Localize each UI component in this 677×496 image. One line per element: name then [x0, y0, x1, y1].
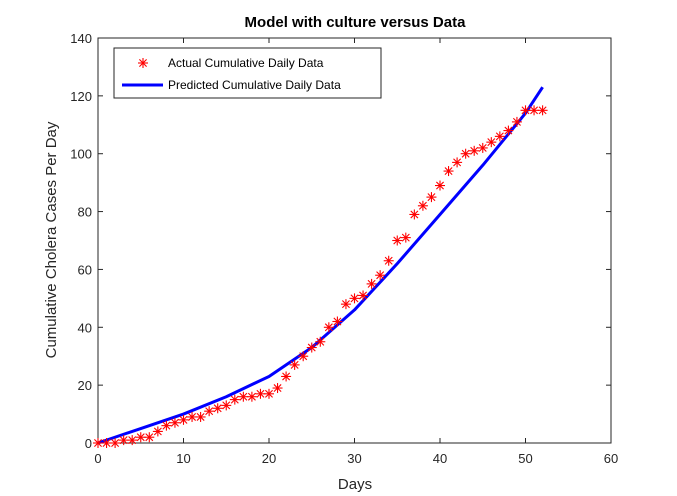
data-point [204, 406, 215, 417]
legend-label-actual: Actual Cumulative Daily Data [168, 56, 324, 70]
data-point [332, 316, 343, 327]
y-tick-label: 60 [78, 262, 92, 277]
legend-label-predicted: Predicted Cumulative Daily Data [168, 78, 341, 92]
data-point [529, 105, 540, 116]
y-tick-label: 120 [70, 89, 92, 104]
data-point [221, 400, 232, 411]
axis-ticks: 0 10 20 30 40 50 60 0 20 40 60 80 100 120 140 [70, 31, 618, 466]
data-point [195, 411, 206, 422]
data-point [229, 394, 240, 405]
data-point [443, 166, 454, 177]
predicted-line [97, 86, 544, 445]
data-point [93, 438, 103, 448]
actual-series [93, 105, 548, 448]
data-point [477, 142, 488, 153]
data-point [187, 411, 198, 422]
chart-title: Model with culture versus Data [245, 14, 467, 31]
data-point [135, 432, 146, 443]
data-point [281, 371, 292, 382]
x-tick-label: 20 [262, 451, 276, 466]
data-point [409, 209, 420, 220]
data-point [161, 420, 172, 431]
data-point [511, 116, 522, 127]
legend: Actual Cumulative Daily Data Predicted C… [113, 47, 382, 99]
data-point [169, 417, 180, 428]
y-tick-label: 0 [85, 436, 92, 451]
data-point [246, 391, 257, 402]
y-tick-label: 40 [78, 320, 92, 335]
data-point [238, 391, 249, 402]
data-point [537, 105, 548, 116]
data-point [323, 322, 334, 333]
data-point [375, 270, 386, 281]
data-point [486, 137, 497, 148]
data-point [178, 414, 189, 425]
data-point [118, 435, 129, 446]
x-tick-label: 50 [518, 451, 532, 466]
data-point [520, 105, 531, 116]
data-point [366, 278, 377, 289]
data-point [144, 432, 155, 443]
y-tick-label: 140 [70, 31, 92, 46]
data-point [435, 180, 445, 191]
legend-asterisk-marker [138, 58, 148, 68]
data-point [469, 145, 480, 156]
y-tick-label: 100 [70, 147, 92, 162]
data-point [400, 232, 411, 243]
legend-box [113, 47, 382, 99]
data-point [358, 290, 369, 301]
data-point [306, 342, 317, 353]
data-point [426, 192, 437, 203]
data-point [315, 336, 326, 347]
data-point [289, 359, 300, 370]
data-point [503, 125, 514, 136]
data-point [340, 299, 351, 310]
x-tick-label: 40 [433, 451, 447, 466]
data-point [255, 388, 266, 399]
data-point [127, 435, 138, 446]
data-point [264, 388, 274, 399]
legend-asterisk [138, 58, 148, 68]
x-tick-label: 30 [347, 451, 361, 466]
x-axis-label: Days [338, 476, 372, 493]
y-tick-label: 80 [78, 205, 92, 220]
data-point [452, 157, 463, 168]
y-tick-label: 20 [78, 378, 92, 393]
data-point [460, 148, 471, 159]
data-point [349, 293, 360, 304]
data-point [298, 351, 309, 362]
data-point [392, 235, 403, 246]
data-point [101, 438, 112, 448]
data-point [152, 426, 163, 437]
data-point [383, 255, 394, 266]
data-point [110, 438, 121, 448]
x-tick-label: 60 [604, 451, 618, 466]
x-tick-label: 0 [94, 451, 101, 466]
y-axis-label: Cumulative Cholera Cases Per Day [43, 121, 60, 358]
predicted-series [97, 86, 544, 445]
x-tick-label: 10 [176, 451, 190, 466]
data-point [272, 383, 283, 394]
data-point [212, 403, 223, 414]
data-point [417, 200, 428, 211]
data-point [494, 131, 505, 142]
